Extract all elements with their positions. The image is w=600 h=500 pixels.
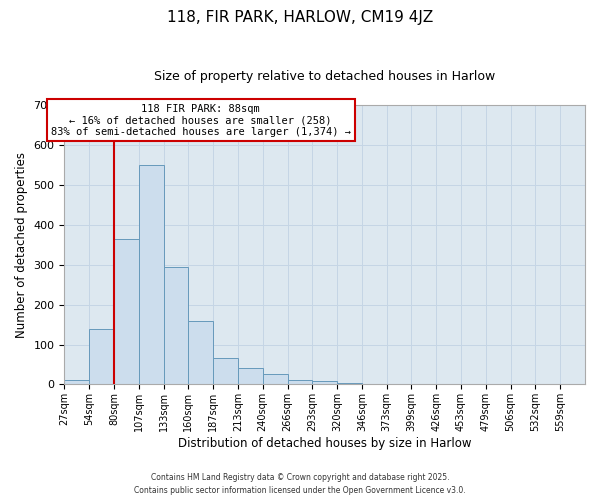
Bar xyxy=(213,358,238,384)
Bar xyxy=(188,320,213,384)
Bar xyxy=(287,380,313,384)
Bar xyxy=(89,328,114,384)
Y-axis label: Number of detached properties: Number of detached properties xyxy=(15,152,28,338)
Bar xyxy=(263,374,287,384)
Text: 118, FIR PARK, HARLOW, CM19 4JZ: 118, FIR PARK, HARLOW, CM19 4JZ xyxy=(167,10,433,25)
X-axis label: Distribution of detached houses by size in Harlow: Distribution of detached houses by size … xyxy=(178,437,472,450)
Bar xyxy=(64,380,89,384)
Bar xyxy=(313,381,337,384)
Bar xyxy=(238,368,263,384)
Text: 118 FIR PARK: 88sqm
← 16% of detached houses are smaller (258)
83% of semi-detac: 118 FIR PARK: 88sqm ← 16% of detached ho… xyxy=(51,104,351,137)
Bar xyxy=(164,268,188,384)
Text: Contains HM Land Registry data © Crown copyright and database right 2025.
Contai: Contains HM Land Registry data © Crown c… xyxy=(134,474,466,495)
Bar xyxy=(114,238,139,384)
Bar xyxy=(139,165,164,384)
Title: Size of property relative to detached houses in Harlow: Size of property relative to detached ho… xyxy=(154,70,496,83)
Bar xyxy=(337,383,362,384)
